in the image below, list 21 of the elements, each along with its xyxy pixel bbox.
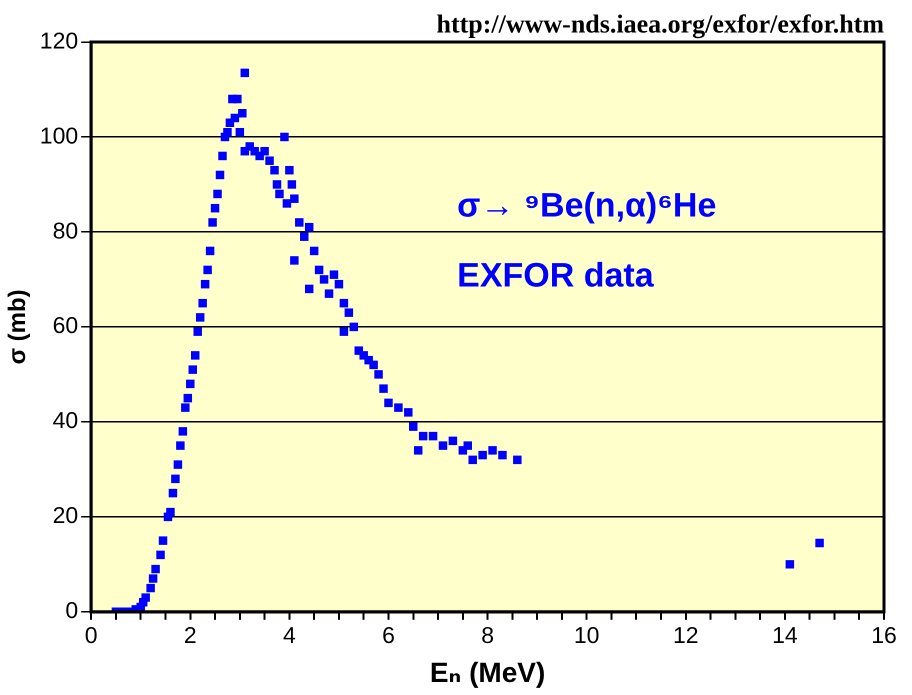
x-tick-label: 14 xyxy=(772,622,798,648)
x-tick-label: 12 xyxy=(672,622,699,648)
y-tick-label: 40 xyxy=(52,407,78,434)
y-tick-label: 0 xyxy=(65,597,78,624)
y-tick-label: 120 xyxy=(40,27,78,54)
x-tick-label: 10 xyxy=(574,622,600,648)
x-tick-label: 2 xyxy=(184,622,197,648)
x-tick-label: 8 xyxy=(481,622,494,648)
annotation: σ→ ⁹Be(n,α)⁶He xyxy=(457,186,716,224)
x-tick-label: 4 xyxy=(282,622,296,648)
x-tick-label: 6 xyxy=(382,622,395,648)
y-tick-label: 60 xyxy=(52,312,78,338)
annotation: EXFOR data xyxy=(457,256,655,294)
x-tick-label: 0 xyxy=(84,622,98,648)
y-tick-label: 80 xyxy=(52,217,78,244)
text: http://www-nds.iaea.org/exfor/exfor.htm xyxy=(436,10,884,39)
y-tick-label: 20 xyxy=(52,502,78,528)
x-tick-label: 16 xyxy=(871,622,897,648)
y-axis-title: σ (mb) xyxy=(4,289,32,364)
y-tick-label: 100 xyxy=(40,122,78,148)
x-axis-title: Eₙ (MeV) xyxy=(430,656,546,688)
